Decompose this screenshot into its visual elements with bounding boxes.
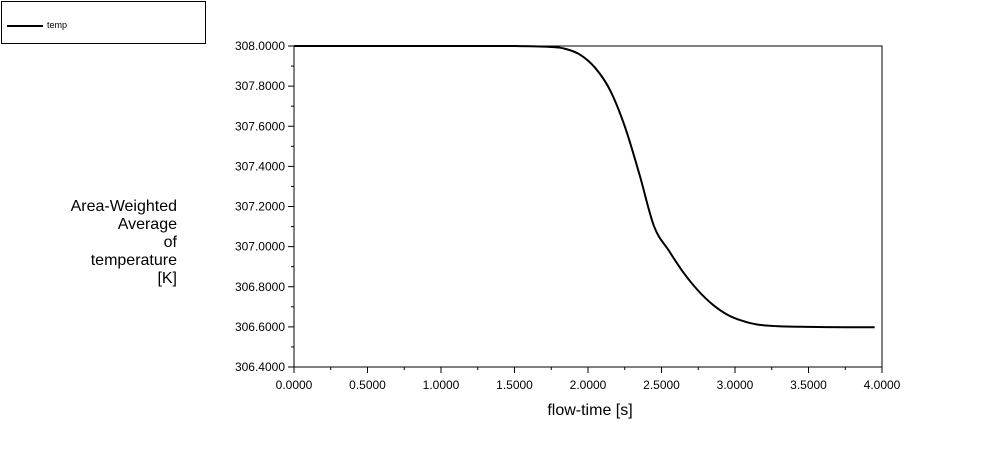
- x-tick-label-6: 3.0000: [717, 378, 754, 392]
- x-tick-label-8: 4.0000: [864, 378, 901, 392]
- y-tick-label-6: 307.6000: [235, 119, 285, 133]
- x-tick-label-7: 3.5000: [790, 378, 827, 392]
- x-tick-label-3: 1.5000: [496, 378, 533, 392]
- y-tick-label-5: 307.4000: [235, 159, 285, 173]
- series-group: [294, 44, 875, 329]
- y-tick-label-2: 306.8000: [235, 280, 285, 294]
- x-tick-label-0: 0.0000: [276, 378, 313, 392]
- x-tick-label-1: 0.5000: [349, 378, 386, 392]
- y-tick-label-7: 307.8000: [235, 79, 285, 93]
- legend-entry-temp: temp: [47, 20, 68, 30]
- x-tick-label-4: 2.0000: [570, 378, 607, 392]
- legend: temp: [1, 1, 206, 44]
- plot-frame: [293, 45, 883, 368]
- axes: [293, 45, 883, 368]
- series-line-temp: [294, 44, 875, 329]
- ticks: 306.4000 306.6000 306.8000 307.0000 307.2000…: [235, 39, 901, 392]
- y-tick-label-1: 306.6000: [235, 320, 285, 334]
- y-tick-label-3: 307.0000: [235, 240, 285, 254]
- y-tick-label-8: 308.0000: [235, 39, 285, 53]
- legend-swatch-line: [7, 25, 43, 27]
- y-tick-label-0: 306.4000: [235, 360, 285, 374]
- y-axis-label: Area-Weighted Average of temperature [K]: [70, 198, 177, 287]
- x-tick-label-2: 1.0000: [423, 378, 460, 392]
- y-tick-label-4: 307.2000: [235, 200, 285, 214]
- x-axis-label: flow-time [s]: [547, 402, 633, 419]
- x-tick-label-5: 2.5000: [643, 378, 680, 392]
